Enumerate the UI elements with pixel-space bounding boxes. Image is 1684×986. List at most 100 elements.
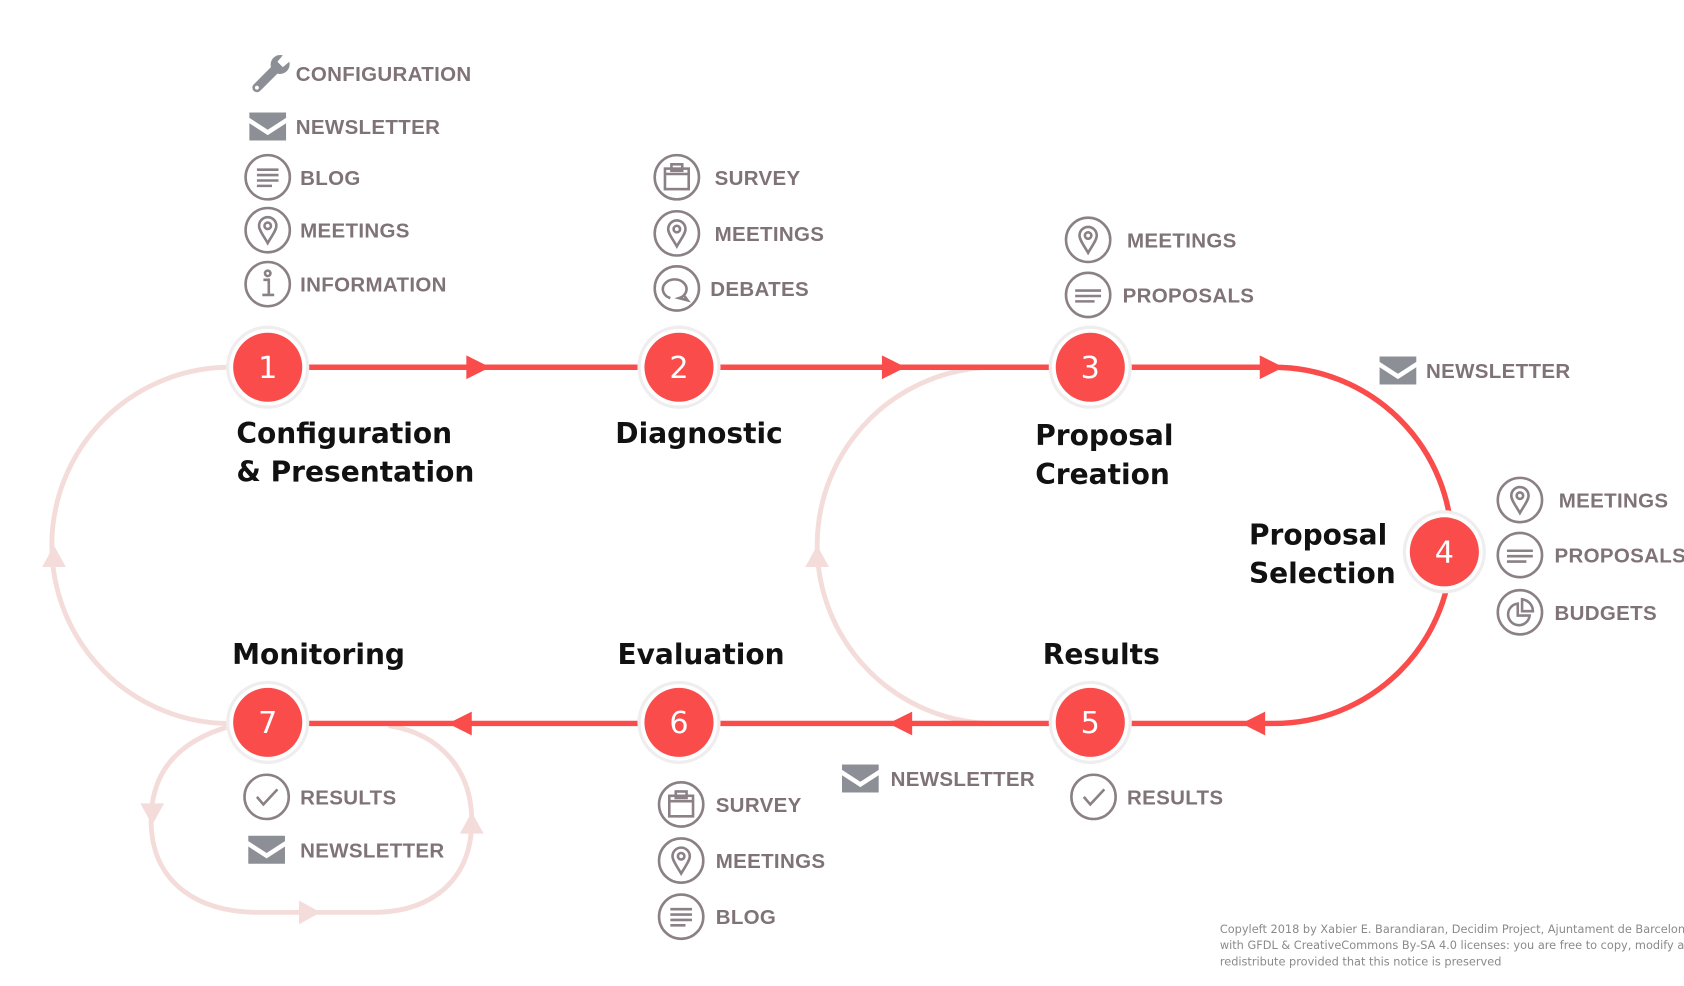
clipboard-icon bbox=[659, 782, 703, 826]
stage-title: Monitoring bbox=[232, 638, 405, 671]
map-pin-icon bbox=[655, 211, 699, 255]
stage-node bbox=[1409, 517, 1479, 587]
component-item: MEETINGS bbox=[246, 208, 409, 252]
copyright-line: with GFDL & CreativeCommons By-SA 4.0 li… bbox=[1220, 938, 1684, 952]
component-item: CONFIGURATION bbox=[252, 54, 472, 93]
checkmark-icon bbox=[1071, 775, 1115, 819]
components-stage1: CONFIGURATION NEWSLETTER BLOG MEETINGS INFOR… bbox=[246, 54, 472, 306]
component-label: INFORMATION bbox=[300, 274, 447, 297]
map-pin-icon bbox=[1066, 218, 1110, 262]
stage-title: Proposal bbox=[1035, 419, 1173, 452]
arrow-down-icon bbox=[140, 803, 165, 825]
stage-number: 1 bbox=[258, 351, 277, 386]
stage-7: 7 Monitoring bbox=[226, 638, 405, 764]
component-label: RESULTS bbox=[300, 786, 396, 809]
component-label: RESULTS bbox=[1127, 786, 1223, 809]
map-pin-icon bbox=[1498, 478, 1542, 522]
component-item: INFORMATION bbox=[246, 262, 447, 306]
component-item: PROPOSALS bbox=[1066, 273, 1254, 317]
stage-number: 3 bbox=[1081, 351, 1100, 386]
lines-icon bbox=[1498, 533, 1542, 577]
stage-title: Evaluation bbox=[617, 638, 784, 671]
components: CONFIGURATION NEWSLETTER BLOG MEETINGS INFOR… bbox=[245, 54, 1684, 939]
map-pin-icon bbox=[246, 208, 290, 252]
component-label: CONFIGURATION bbox=[296, 63, 472, 86]
component-label: SURVEY bbox=[715, 167, 801, 190]
component-item: MEETINGS bbox=[655, 211, 825, 255]
components-stage7: RESULTS NEWSLETTER bbox=[245, 775, 444, 864]
component-label: SURVEY bbox=[716, 794, 802, 817]
blog-icon bbox=[659, 895, 703, 939]
stage-title: & Presentation bbox=[236, 456, 474, 489]
checkmark-icon bbox=[245, 775, 289, 819]
stage-3: 3 Proposal Creation bbox=[1035, 325, 1173, 491]
component-item: MEETINGS bbox=[659, 838, 825, 882]
clipboard-icon bbox=[655, 155, 699, 199]
stage-node bbox=[233, 332, 303, 402]
component-label: NEWSLETTER bbox=[300, 839, 444, 862]
stage-5: 5 Results bbox=[1043, 638, 1160, 764]
stage-4: 4 Proposal Selection bbox=[1249, 510, 1486, 594]
stage-title: Configuration bbox=[236, 417, 452, 450]
copyright-notice: Copyleft 2018 by Xabier E. Barandiaran, … bbox=[1220, 922, 1684, 968]
arrow-left-icon bbox=[447, 711, 472, 736]
component-item: NEWSLETTER bbox=[842, 764, 1035, 793]
stage-node bbox=[644, 687, 714, 757]
arrow-right-icon bbox=[881, 355, 906, 380]
component-item: NEWSLETTER bbox=[248, 835, 444, 864]
stage-number: 7 bbox=[258, 706, 277, 741]
arrow-right-icon bbox=[466, 355, 491, 380]
stages: 1 Configuration & Presentation 2 Diagnostic 3… bbox=[226, 325, 1486, 764]
stage-title: Diagnostic bbox=[615, 417, 782, 450]
components-stage5: RESULTS bbox=[1071, 775, 1223, 819]
component-item: SURVEY bbox=[659, 782, 802, 826]
stage-node bbox=[1055, 687, 1125, 757]
stage-number: 5 bbox=[1081, 706, 1100, 741]
stage-6: 6 Evaluation bbox=[617, 638, 785, 764]
component-label: PROPOSALS bbox=[1123, 284, 1255, 307]
information-icon bbox=[246, 262, 290, 306]
stage-title: Selection bbox=[1249, 557, 1396, 590]
arrow-right-icon bbox=[1259, 355, 1284, 380]
wrench-icon bbox=[252, 54, 290, 93]
component-label: BUDGETS bbox=[1554, 602, 1657, 625]
stage-2: 2 Diagnostic bbox=[615, 325, 783, 450]
component-item: NEWSLETTER bbox=[1379, 356, 1570, 385]
component-label: MEETINGS bbox=[715, 223, 825, 246]
envelope-icon bbox=[1379, 356, 1417, 385]
components-stage2: SURVEY MEETINGS DEBATES bbox=[655, 155, 825, 310]
copyright-line: redistribute provided that this notice i… bbox=[1220, 954, 1502, 968]
components-stage5to6: NEWSLETTER bbox=[842, 764, 1035, 793]
component-label: MEETINGS bbox=[1127, 229, 1237, 252]
copyright-line: Copyleft 2018 by Xabier E. Barandiaran, … bbox=[1220, 922, 1684, 936]
component-item: SURVEY bbox=[655, 155, 801, 199]
blog-icon bbox=[246, 155, 290, 199]
arrow-left-icon bbox=[1241, 711, 1266, 736]
stage-title: Creation bbox=[1035, 458, 1170, 491]
component-label: BLOG bbox=[716, 906, 777, 929]
stage-number: 2 bbox=[669, 351, 688, 386]
component-item: BLOG bbox=[659, 895, 776, 939]
stage-title: Proposal bbox=[1249, 518, 1387, 551]
map-pin-icon bbox=[659, 838, 703, 882]
stage-node bbox=[233, 687, 303, 757]
lines-icon bbox=[1066, 273, 1110, 317]
stage-number: 6 bbox=[669, 706, 688, 741]
component-item: RESULTS bbox=[245, 775, 396, 819]
component-label: NEWSLETTER bbox=[891, 768, 1035, 791]
envelope-icon bbox=[248, 835, 285, 864]
arrow-left-icon bbox=[888, 711, 913, 736]
component-label: PROPOSALS bbox=[1554, 545, 1684, 568]
stage-number: 4 bbox=[1435, 536, 1454, 571]
arrow-up-icon bbox=[459, 811, 484, 834]
stage-title: Results bbox=[1043, 638, 1160, 671]
component-label: MEETINGS bbox=[716, 850, 826, 873]
stage-node bbox=[1055, 332, 1125, 402]
component-item: BLOG bbox=[246, 155, 360, 199]
components-stage4: MEETINGS PROPOSALS BUDGETS bbox=[1498, 478, 1684, 635]
component-item: MEETINGS bbox=[1066, 218, 1237, 262]
faded-return-paths bbox=[49, 364, 996, 915]
faded-loop-monitoring bbox=[148, 723, 475, 915]
faded-loop-7-to-1 bbox=[49, 364, 230, 726]
